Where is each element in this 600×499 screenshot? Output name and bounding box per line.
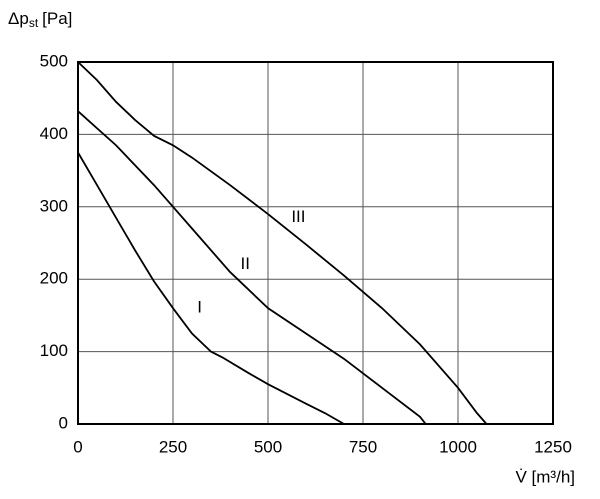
y-tick-label: 100 [40, 341, 68, 360]
y-tick-label: 300 [40, 196, 68, 215]
curve [77, 152, 345, 425]
curve-label: III [291, 207, 305, 226]
y-label-unit: [Pa] [42, 9, 72, 28]
y-tick-label: 500 [40, 51, 68, 70]
y-tick-label: 200 [40, 269, 68, 288]
x-tick-label: 750 [349, 437, 377, 456]
x-tick-label: 250 [159, 437, 187, 456]
x-tick-label: 1000 [439, 437, 477, 456]
x-tick-label: 1250 [534, 437, 572, 456]
x-tick-label: 0 [73, 437, 82, 456]
y-axis-label: Δpst [Pa] [8, 9, 72, 30]
y-tick-label: 400 [40, 124, 68, 143]
x-tick-label: 500 [254, 437, 282, 456]
curve [77, 110, 427, 425]
plot-frame [77, 61, 554, 425]
curve-label: I [197, 298, 202, 317]
x-axis-label: V̇ [m³/h] [515, 467, 575, 486]
y-label-sub: st [29, 16, 39, 30]
y-tick-label: 0 [59, 413, 68, 432]
curve [77, 61, 488, 425]
y-label-main: Δp [8, 9, 29, 28]
curve-label: II [240, 254, 249, 273]
